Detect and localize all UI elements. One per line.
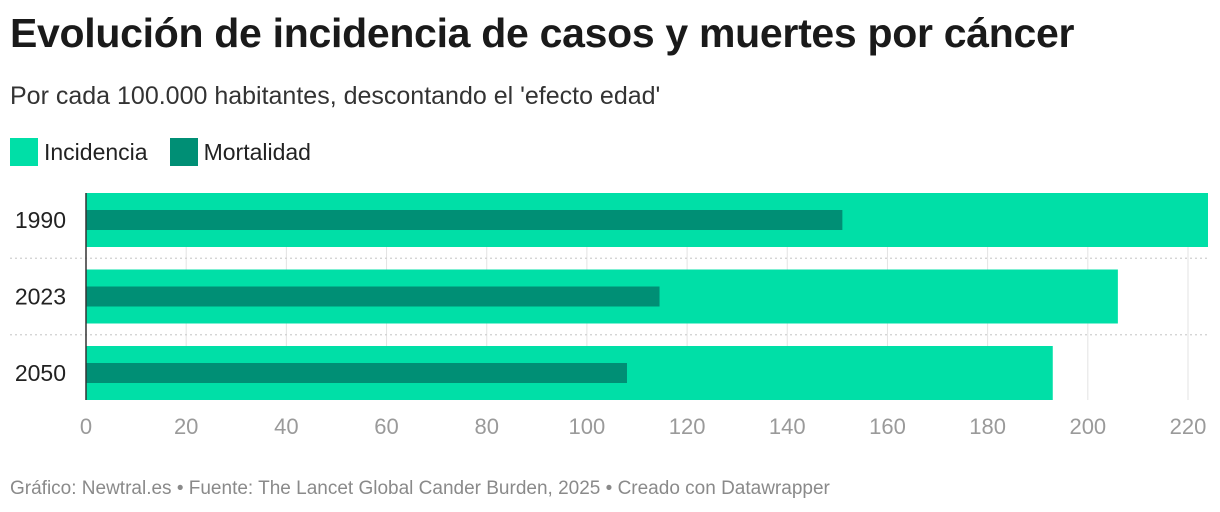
- x-tick-label: 180: [969, 414, 1006, 439]
- legend-item-incidencia: Incidencia: [10, 138, 148, 166]
- legend-label-mortalidad: Mortalidad: [203, 138, 311, 165]
- x-tick-label: 220: [1170, 414, 1207, 439]
- x-tick-label: 20: [174, 414, 198, 439]
- x-tick-label: 40: [274, 414, 298, 439]
- x-tick-label: 120: [669, 414, 706, 439]
- chart-footer: Gráfico: Newtral.es • Fuente: The Lancet…: [10, 478, 830, 499]
- legend-swatch-mortalidad: [169, 138, 198, 166]
- category-label: 1990: [15, 207, 66, 233]
- legend-swatch-incidencia: [10, 138, 38, 166]
- legend: Incidencia Mortalidad: [10, 138, 311, 166]
- bar-mortalidad: [86, 210, 843, 230]
- chart-subtitle: Por cada 100.000 habitantes, descontando…: [10, 82, 661, 110]
- bar-mortalidad: [86, 286, 660, 307]
- x-tick-label: 0: [80, 414, 92, 439]
- bar-mortalidad: [86, 363, 627, 383]
- x-tick-label: 140: [769, 414, 806, 439]
- x-tick-label: 100: [569, 414, 606, 439]
- chart-title: Evolución de incidencia de casos y muert…: [10, 10, 1075, 56]
- category-label: 2023: [15, 284, 66, 310]
- category-label: 2050: [15, 360, 66, 386]
- x-tick-label: 80: [474, 414, 498, 439]
- x-tick-label: 60: [374, 414, 398, 439]
- x-tick-label: 160: [869, 414, 906, 439]
- legend-item-mortalidad: Mortalidad: [169, 138, 311, 166]
- legend-label-incidencia: Incidencia: [44, 138, 148, 165]
- x-tick-label: 200: [1069, 414, 1106, 439]
